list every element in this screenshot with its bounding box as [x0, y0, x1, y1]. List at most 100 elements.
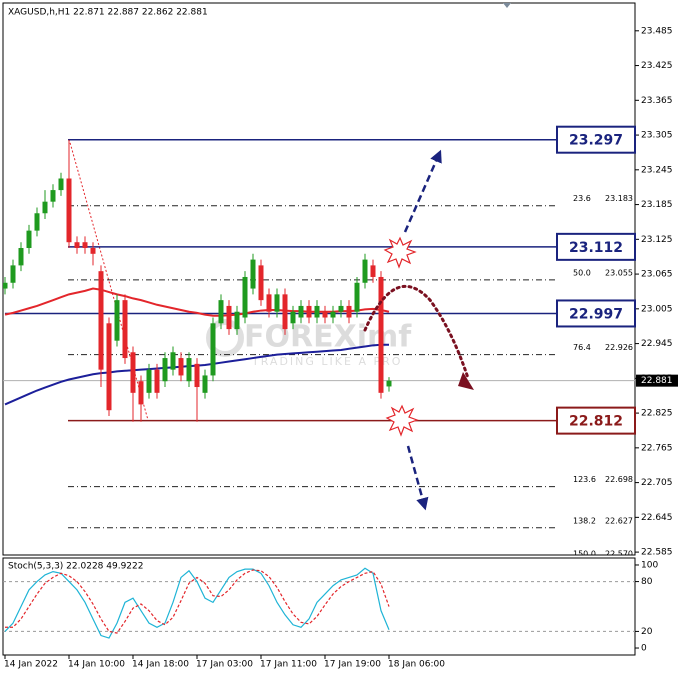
candle-body — [34, 213, 40, 231]
candle-body — [98, 271, 104, 370]
level-box — [556, 299, 636, 328]
candle-body — [218, 300, 224, 324]
watermark: FOREXimf TRADING LIKE A PRO — [206, 319, 412, 368]
candle-body — [26, 230, 32, 249]
candle-body — [106, 323, 112, 411]
y-tick-label: 23.425 — [641, 61, 673, 71]
fibo-ratio: 23.6 — [573, 194, 591, 203]
candle-body — [210, 323, 216, 376]
candle-body — [74, 242, 80, 249]
candle-body — [202, 375, 208, 393]
candle-body — [146, 369, 152, 393]
candle-body — [42, 201, 48, 214]
stoch-pane — [3, 567, 635, 639]
stoch-y-tick-label: 100 — [641, 560, 658, 570]
candle-body — [370, 265, 376, 277]
candle-body — [170, 352, 176, 370]
candle-body — [282, 294, 288, 330]
candle-body — [234, 311, 240, 330]
stoch-title: Stoch(5,3,3) 22.0228 49.9222 — [8, 562, 143, 572]
up-arrow — [403, 149, 442, 233]
watermark-subtitle: TRADING LIKE A PRO — [251, 355, 402, 368]
candle-body — [194, 363, 200, 388]
fibo-price: 23.055 — [605, 268, 633, 277]
candle-body — [178, 358, 184, 376]
candle-body — [10, 265, 16, 283]
fibo-ratio: 50.0 — [573, 268, 591, 277]
y-tick-label: 22.825 — [641, 409, 673, 419]
current-price-box — [636, 374, 678, 387]
candle-body — [154, 369, 160, 393]
reversal-arrow-head — [458, 372, 474, 390]
fibo-price: 22.698 — [605, 475, 633, 484]
x-tick-label: 17 Jan 03:00 — [196, 660, 253, 670]
candle-body — [258, 265, 264, 301]
stoch-pane-frame — [2, 557, 636, 656]
y-tick-label: 23.485 — [641, 26, 673, 36]
fibo-ratio: 150.0 — [573, 549, 596, 558]
main-pane-frame — [2, 2, 636, 556]
y-tick-label: 23.065 — [641, 270, 673, 280]
stoch-signal — [5, 569, 390, 634]
y-tick-label: 23.245 — [641, 165, 673, 175]
candle-body — [306, 305, 312, 318]
fibo-ratio: 76.4 — [573, 343, 591, 352]
candle-body — [290, 311, 296, 324]
y-tick-label: 22.585 — [641, 548, 673, 558]
stoch-main — [4, 567, 390, 639]
candle-body — [58, 178, 64, 191]
y-tick-label: 22.765 — [641, 443, 673, 453]
x-tick-label: 14 Jan 18:00 — [132, 660, 189, 670]
y-tick-label: 23.005 — [641, 304, 673, 314]
level-label: 23.112 — [569, 240, 623, 256]
x-tick-label: 14 Jan 2022 — [4, 660, 58, 670]
annotations — [363, 149, 474, 511]
candle-body — [274, 294, 280, 312]
fibo-ratio: 123.6 — [573, 475, 596, 484]
candle-body — [186, 358, 192, 382]
stoch-y-tick-label: 80 — [641, 577, 653, 587]
candle-body — [362, 259, 368, 283]
candle-body — [3, 282, 8, 289]
fibo-price: 23.183 — [605, 194, 633, 203]
candle-body — [122, 300, 128, 359]
fibo-price: 22.627 — [605, 516, 633, 525]
candle-body — [346, 305, 352, 318]
y-tick-label: 22.945 — [641, 339, 673, 349]
candle-body — [114, 300, 120, 341]
candle-body — [338, 305, 344, 312]
candle-body — [82, 242, 88, 249]
candle-body — [386, 380, 392, 387]
fibo-ratio: 138.2 — [573, 516, 596, 525]
watermark-text: FOREXimf — [244, 320, 412, 355]
chart-title: XAGUSD,h,H1 22.871 22.887 22.862 22.881 — [8, 8, 208, 18]
candle-body — [130, 352, 136, 393]
fibo-price: 22.926 — [605, 343, 633, 352]
candle-body — [90, 248, 96, 254]
burst-lower — [385, 404, 419, 437]
level-label: 22.812 — [569, 414, 623, 430]
candle-body — [50, 190, 56, 202]
candle-body — [266, 294, 272, 312]
candle-body — [226, 305, 232, 330]
y-tick-label: 22.645 — [641, 513, 673, 523]
x-tick-label: 14 Jan 10:00 — [68, 660, 125, 670]
current-price-label: 22.881 — [641, 376, 673, 386]
candle-body — [162, 358, 168, 382]
candle-body — [314, 305, 320, 318]
level-label: 23.297 — [569, 133, 623, 149]
reversal-arrow — [363, 284, 470, 380]
burst-upper — [383, 236, 417, 269]
candle-body — [138, 381, 144, 405]
candle-body — [18, 248, 24, 266]
stoch-y-tick-label: 20 — [641, 627, 653, 637]
level-box — [556, 232, 636, 261]
x-tick-label: 17 Jan 11:00 — [260, 660, 317, 670]
candle-body — [250, 259, 256, 289]
level-box — [556, 406, 636, 435]
candle-body — [66, 178, 72, 243]
level-label: 22.997 — [569, 306, 623, 322]
level-box — [556, 125, 636, 154]
